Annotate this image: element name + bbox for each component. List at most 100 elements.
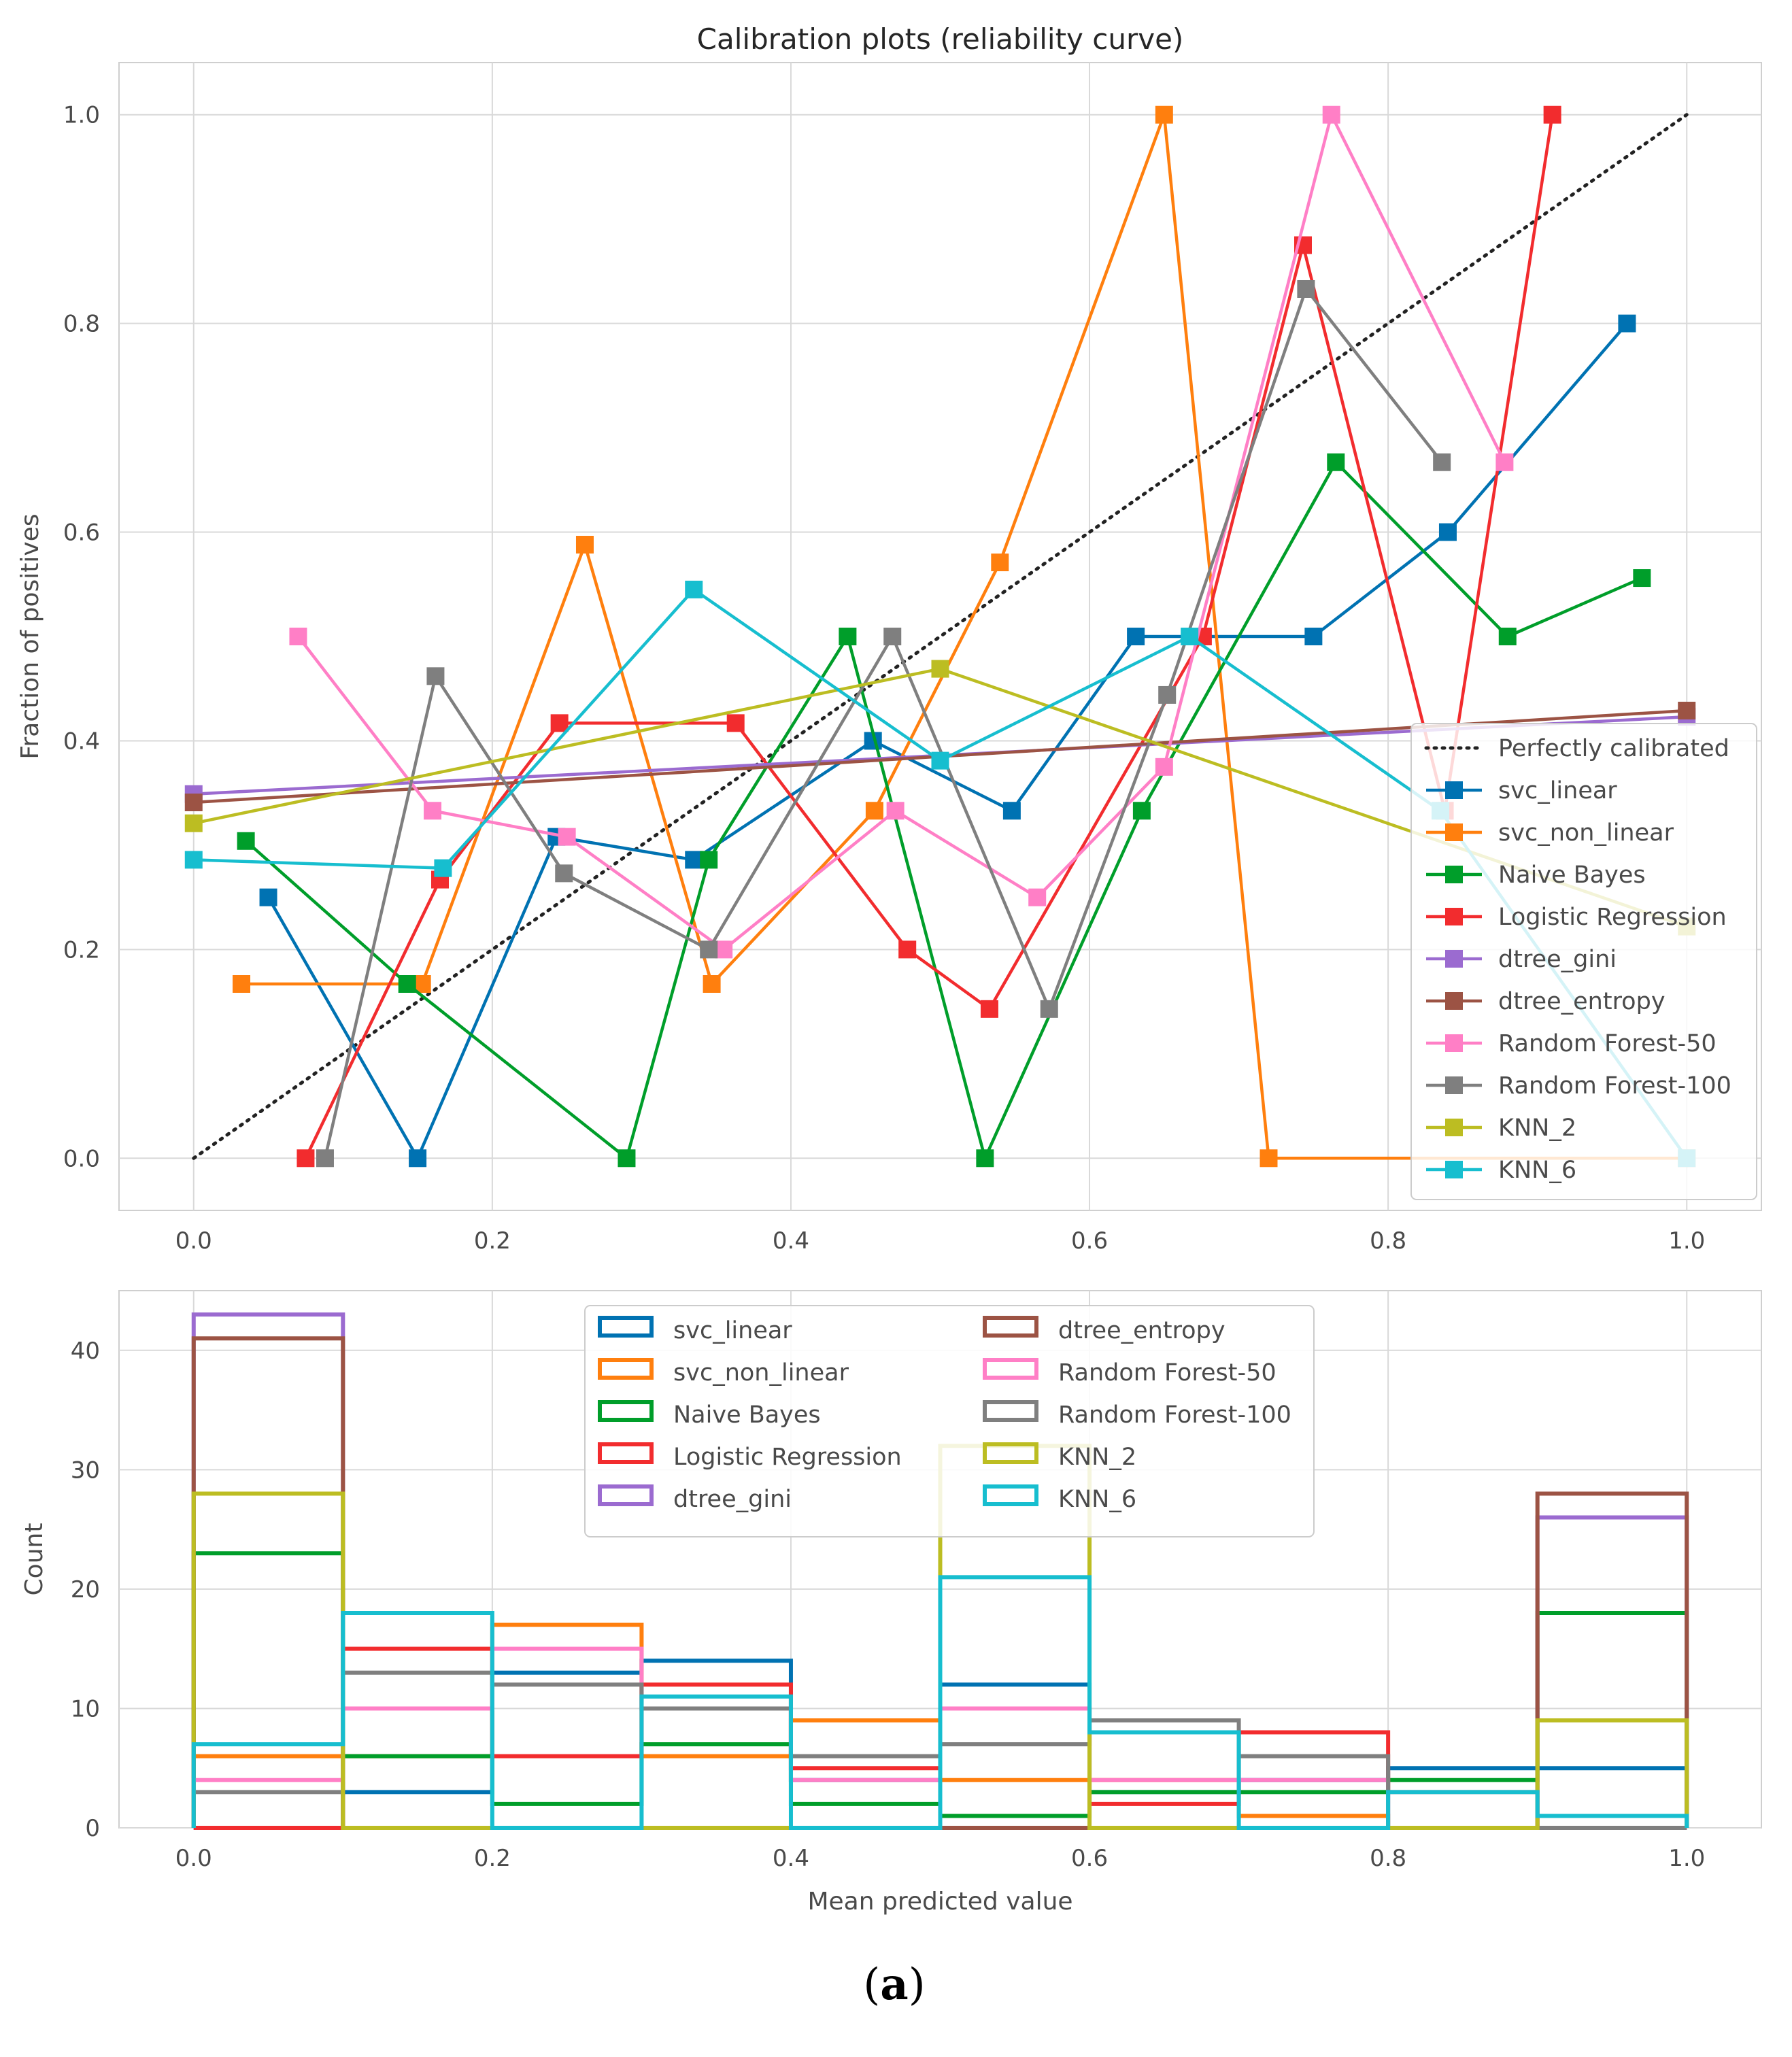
calibration-point — [259, 888, 277, 906]
legend-marker-swatch — [1445, 992, 1463, 1010]
calibration-x-tick-label: 0.2 — [474, 1227, 511, 1255]
calibration-y-tick-label: 1.0 — [63, 102, 100, 129]
histogram-legend-label: Logistic Regression — [673, 1444, 902, 1471]
calibration-y-tick-label: 0.4 — [63, 728, 100, 755]
legend-marker-swatch — [1445, 866, 1463, 883]
calibration-point — [398, 975, 416, 993]
histogram-legend-label: Random Forest-100 — [1058, 1401, 1291, 1429]
calibration-legend-box — [1410, 723, 1757, 1200]
calibration-chart: Calibration plots (reliability curve) Fr… — [16, 22, 1762, 1255]
histogram-legend-label: KNN_6 — [1058, 1486, 1136, 1513]
calibration-point — [1297, 279, 1315, 298]
calibration-x-tick-label: 0.6 — [1071, 1227, 1108, 1255]
calibration-point — [558, 828, 576, 846]
calibration-y-tick-label: 0.2 — [63, 936, 100, 964]
calibration-point — [865, 802, 883, 820]
histogram-y-tick-label: 20 — [71, 1576, 100, 1603]
caption-open-paren: ( — [863, 1960, 880, 2010]
histogram-x-tick-label: 0.2 — [474, 1845, 511, 1872]
calibration-point — [184, 793, 203, 811]
histogram-legend-swatch — [598, 1358, 654, 1380]
calibration-y-tick-label: 0.6 — [63, 520, 100, 547]
legend-series-label: svc_linear — [1498, 777, 1617, 804]
calibration-plot-frame — [118, 62, 1762, 1211]
legend-series-label: dtree_gini — [1498, 946, 1617, 973]
calibration-point — [233, 975, 251, 993]
legend-series-label: Logistic Regression — [1498, 904, 1727, 931]
calibration-point — [1155, 758, 1173, 776]
histogram-x-tick-label: 0.4 — [773, 1845, 809, 1872]
calibration-point — [1543, 105, 1561, 124]
calibration-point — [1618, 314, 1636, 333]
histogram-x-tick-label: 0.0 — [175, 1845, 212, 1872]
calibration-point — [237, 832, 255, 850]
histogram-series-step — [191, 1575, 1689, 1830]
histogram-x-tick-label: 1.0 — [1668, 1845, 1705, 1872]
histogram-legend-box — [584, 1305, 1315, 1537]
histogram-legend-swatch — [598, 1484, 654, 1506]
legend-marker-swatch — [1445, 950, 1463, 968]
histogram-legend-swatch — [983, 1442, 1038, 1464]
legend-marker-swatch — [1445, 1034, 1463, 1052]
calibration-y-tick-label: 0.8 — [63, 311, 100, 338]
calibration-point — [618, 1149, 636, 1168]
calibration-point — [685, 851, 703, 869]
calibration-x-tick-label: 1.0 — [1668, 1227, 1705, 1255]
calibration-point — [184, 814, 203, 832]
calibration-point — [1322, 105, 1340, 124]
histogram-legend-swatch — [983, 1358, 1038, 1380]
calibration-point — [1260, 1149, 1278, 1168]
calibration-point — [1002, 802, 1021, 820]
histogram-legend-swatch — [598, 1400, 654, 1422]
caption-close-paren: ) — [909, 1960, 926, 2010]
histogram-legend: svc_linear svc_non_linear Naive Bayes Logis… — [584, 1305, 1315, 1537]
histogram-legend-label: dtree_entropy — [1058, 1317, 1225, 1344]
legend-series-label: dtree_entropy — [1498, 988, 1666, 1015]
calibration-point — [184, 851, 203, 869]
histogram-series — [191, 1312, 1689, 1830]
calibration-point — [1028, 888, 1047, 906]
calibration-point — [898, 940, 917, 959]
calibration-point — [575, 535, 594, 554]
histogram-legend-label: dtree_gini — [673, 1486, 792, 1513]
legend-series-label: Random Forest-50 — [1498, 1030, 1717, 1057]
calibration-point — [980, 1000, 998, 1018]
calibration-x-tick-label: 0.8 — [1370, 1227, 1406, 1255]
histogram-y-tick-label: 10 — [71, 1695, 100, 1722]
calibration-point — [424, 802, 442, 820]
calibration-x-tick-label: 0.0 — [175, 1227, 212, 1255]
histogram-y-axis-label: Count — [20, 1523, 48, 1596]
legend-series-label: KNN_2 — [1498, 1115, 1576, 1142]
calibration-point — [1633, 569, 1651, 588]
calibration-point — [1181, 628, 1199, 645]
calibration-point — [555, 864, 573, 883]
histogram-x-axis-label: Mean predicted value — [807, 1888, 1072, 1916]
calibration-point — [1678, 701, 1696, 719]
calibration-legend: Perfectly calibrated svc_linear svc_non_li… — [1410, 723, 1757, 1200]
calibration-point — [434, 859, 452, 877]
calibration-series-line — [267, 322, 1629, 1160]
histogram-legend-swatch — [598, 1316, 654, 1338]
calibration-point — [991, 554, 1009, 572]
calibration-point — [1495, 453, 1514, 471]
legend-marker-swatch — [1445, 1076, 1463, 1094]
calibration-chart-title: Calibration plots (reliability curve) — [697, 22, 1184, 56]
legend-series-label: Random Forest-100 — [1498, 1072, 1731, 1100]
calibration-series-line — [245, 460, 1643, 1160]
histogram-legend-swatch — [983, 1316, 1038, 1338]
histogram-y-tick-label: 0 — [85, 1815, 100, 1842]
histogram-legend-label: KNN_2 — [1058, 1444, 1136, 1471]
calibration-point — [931, 751, 949, 770]
calibration-y-axis-label: Fraction of positives — [16, 513, 44, 759]
legend-series-label: svc_non_linear — [1498, 819, 1674, 847]
calibration-point — [700, 851, 718, 869]
figure-caption: (a) — [863, 1959, 925, 2010]
calibration-series-line — [304, 114, 1554, 1159]
calibration-point — [297, 1149, 315, 1168]
calibration-point — [700, 940, 718, 959]
calibration-point — [1433, 453, 1451, 471]
calibration-point — [715, 940, 733, 959]
legend-series-label: KNN_6 — [1498, 1157, 1576, 1184]
perfectly-calibrated-line — [192, 113, 1689, 1160]
